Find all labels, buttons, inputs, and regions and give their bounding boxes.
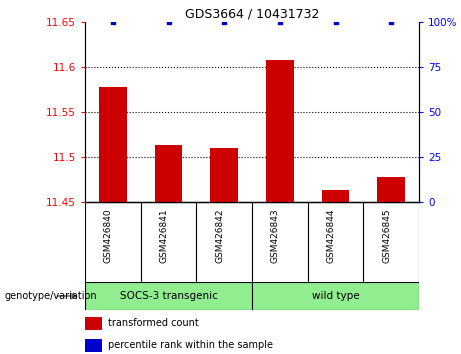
Text: SOCS-3 transgenic: SOCS-3 transgenic	[119, 291, 218, 301]
Bar	[154, 145, 183, 202]
Point	[388, 19, 395, 25]
Point	[332, 19, 339, 25]
Text: GSM426842: GSM426842	[215, 209, 224, 263]
Text: GSM426844: GSM426844	[326, 209, 336, 263]
Point	[165, 19, 172, 25]
Text: GSM426845: GSM426845	[382, 209, 391, 263]
Text: transformed count: transformed count	[108, 318, 199, 328]
Text: GSM426840: GSM426840	[104, 209, 113, 263]
Title: GDS3664 / 10431732: GDS3664 / 10431732	[185, 8, 319, 21]
Bar	[322, 190, 349, 202]
Text: wild type: wild type	[312, 291, 359, 301]
Text: GSM426843: GSM426843	[271, 209, 280, 263]
Text: genotype/variation: genotype/variation	[5, 291, 97, 301]
Bar	[85, 282, 252, 310]
Point	[109, 19, 117, 25]
Bar	[99, 87, 127, 202]
Point	[220, 19, 228, 25]
Text: GSM426841: GSM426841	[160, 209, 169, 263]
Bar	[377, 177, 405, 202]
Bar	[252, 282, 419, 310]
Bar	[210, 148, 238, 202]
Bar	[85, 316, 102, 330]
Text: percentile rank within the sample: percentile rank within the sample	[108, 340, 273, 350]
Point	[276, 19, 284, 25]
Bar	[85, 338, 102, 352]
Bar	[266, 60, 294, 202]
